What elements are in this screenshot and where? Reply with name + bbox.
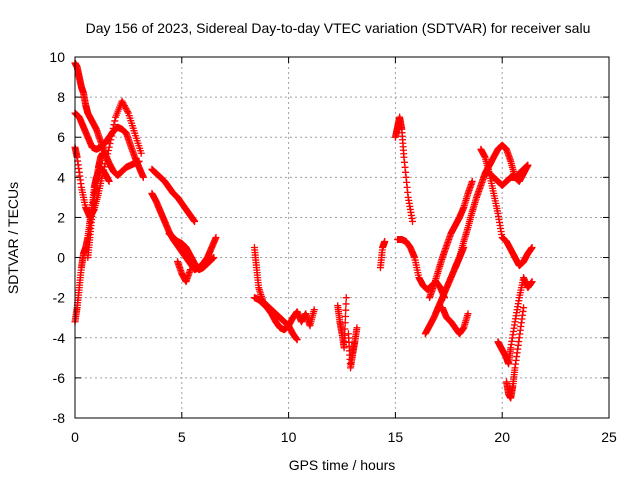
y-axis-label: SDTVAR / TECUs bbox=[5, 182, 21, 294]
series-track-12 bbox=[289, 306, 318, 330]
data-point-marker bbox=[340, 344, 348, 352]
y-tick-label: -4 bbox=[53, 330, 66, 346]
data-point-marker bbox=[120, 100, 128, 108]
series-track-22 bbox=[477, 145, 536, 270]
data-point-marker bbox=[121, 103, 129, 111]
series-track-19 bbox=[426, 177, 476, 302]
x-tick-label: 10 bbox=[281, 429, 297, 445]
data-point-marker bbox=[124, 108, 132, 116]
chart-title: Day 156 of 2023, Sidereal Day-to-day VTE… bbox=[86, 20, 591, 36]
data-point-marker bbox=[342, 300, 350, 308]
y-tick-label: 0 bbox=[57, 250, 65, 266]
data-point-marker bbox=[310, 306, 318, 314]
data-point-marker bbox=[528, 278, 536, 286]
data-point-marker bbox=[109, 124, 117, 132]
x-axis-label: GPS time / hours bbox=[289, 457, 396, 473]
series-track-20 bbox=[438, 304, 472, 338]
data-point-marker bbox=[341, 331, 349, 339]
series-track-24 bbox=[494, 274, 536, 368]
data-point-marker bbox=[293, 336, 301, 344]
data-point-marker bbox=[106, 139, 114, 147]
data-point-marker bbox=[408, 217, 416, 225]
x-tick-label: 20 bbox=[494, 429, 510, 445]
data-point-marker bbox=[341, 319, 349, 327]
series-track-25 bbox=[502, 304, 528, 402]
data-point-marker bbox=[341, 325, 349, 333]
series-track-3 bbox=[71, 59, 143, 179]
series-track-14 bbox=[344, 324, 361, 372]
data-point-marker bbox=[119, 99, 127, 107]
data-point-marker bbox=[524, 161, 532, 169]
y-tick-label: 2 bbox=[57, 209, 65, 225]
data-point-marker bbox=[340, 338, 348, 346]
data-point-marker bbox=[107, 136, 115, 144]
data-point-marker bbox=[464, 310, 472, 318]
series-track-23 bbox=[485, 161, 532, 189]
data-point-marker bbox=[208, 255, 216, 263]
x-tick-label: 15 bbox=[388, 429, 404, 445]
series-track-5 bbox=[84, 149, 107, 262]
y-tick-label: -8 bbox=[53, 410, 66, 426]
data-point-marker bbox=[123, 106, 131, 114]
y-tick-label: -2 bbox=[53, 290, 66, 306]
grid-lines bbox=[75, 57, 609, 418]
data-series bbox=[71, 59, 536, 402]
series-track-13 bbox=[334, 294, 350, 352]
data-point-marker bbox=[135, 157, 143, 165]
series-track-9 bbox=[174, 258, 194, 286]
data-point-marker bbox=[120, 102, 128, 110]
data-point-marker bbox=[528, 244, 536, 252]
data-point-marker bbox=[468, 177, 476, 185]
y-tick-label: 4 bbox=[57, 169, 65, 185]
series-track-11 bbox=[250, 294, 297, 334]
data-point-marker bbox=[99, 149, 107, 157]
y-tick-label: -6 bbox=[53, 370, 66, 386]
data-point-marker bbox=[186, 266, 194, 274]
data-point-marker bbox=[139, 173, 147, 181]
data-point-marker bbox=[108, 128, 116, 136]
series-track-10 bbox=[250, 244, 301, 344]
series-track-8 bbox=[165, 229, 218, 274]
y-tick-label: 6 bbox=[57, 129, 65, 145]
y-tick-label: 10 bbox=[49, 49, 65, 65]
series-track-15 bbox=[376, 238, 389, 272]
data-point-marker bbox=[381, 238, 389, 246]
data-point-marker bbox=[210, 254, 218, 262]
x-tick-label: 25 bbox=[601, 429, 617, 445]
x-axis-ticks: 0 5 10 15 20 25 bbox=[71, 57, 617, 445]
x-tick-label: 5 bbox=[178, 429, 186, 445]
data-point-marker bbox=[212, 234, 220, 241]
data-point-marker bbox=[342, 306, 350, 314]
data-point-marker bbox=[122, 105, 130, 113]
data-point-marker bbox=[105, 143, 113, 151]
data-point-marker bbox=[342, 294, 350, 302]
data-point-marker bbox=[118, 97, 126, 105]
data-point-marker bbox=[108, 132, 116, 140]
data-point-marker bbox=[191, 217, 199, 225]
series-track-21 bbox=[451, 141, 532, 272]
x-tick-label: 0 bbox=[71, 429, 79, 445]
data-point-marker bbox=[520, 304, 528, 312]
data-point-marker bbox=[110, 121, 118, 129]
data-point-marker bbox=[353, 324, 361, 332]
series-track-16 bbox=[391, 113, 416, 225]
y-axis-ticks: -8 -6 -4 -2 0 2 4 6 8 10 bbox=[49, 49, 609, 426]
plot-frame bbox=[74, 56, 610, 419]
data-point-marker bbox=[105, 177, 113, 185]
series-track-6 bbox=[148, 165, 199, 225]
y-tick-label: 8 bbox=[57, 89, 65, 105]
data-point-marker bbox=[111, 117, 119, 125]
data-point-marker bbox=[137, 149, 145, 157]
data-point-marker bbox=[341, 312, 349, 320]
data-point-marker bbox=[209, 254, 217, 262]
